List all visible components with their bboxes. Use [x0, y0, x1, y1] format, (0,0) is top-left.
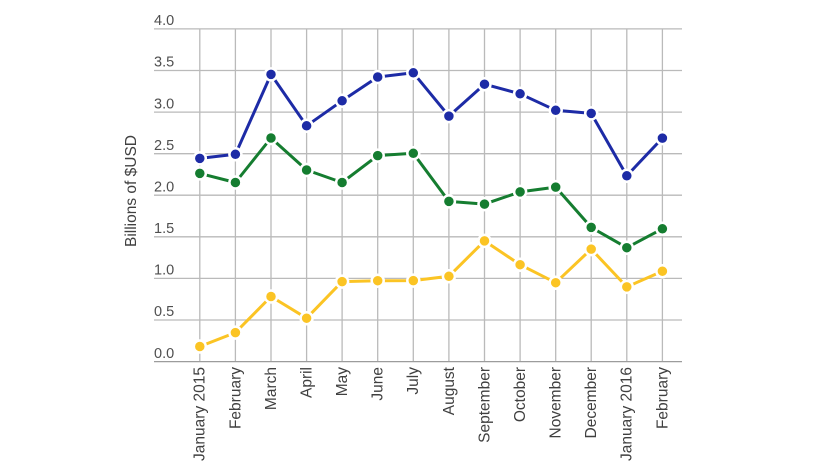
svg-text:February: February: [227, 367, 244, 429]
svg-text:January 2016: January 2016: [619, 367, 636, 461]
svg-text:2.0: 2.0: [154, 180, 174, 196]
svg-text:3.0: 3.0: [154, 96, 174, 112]
svg-text:2.5: 2.5: [154, 138, 174, 154]
svg-text:1.5: 1.5: [154, 221, 174, 237]
svg-text:December: December: [583, 367, 600, 439]
svg-text:4.0: 4.0: [154, 13, 174, 29]
svg-text:July: July: [405, 367, 422, 395]
svg-text:September: September: [476, 367, 493, 443]
svg-text:March: March: [263, 367, 280, 410]
svg-text:May: May: [334, 367, 351, 397]
svg-text:Billions of $USD: Billions of $USD: [123, 135, 140, 247]
svg-text:3.5: 3.5: [154, 55, 174, 71]
svg-text:1.0: 1.0: [154, 263, 174, 279]
svg-text:November: November: [548, 367, 565, 439]
svg-text:April: April: [299, 367, 316, 398]
svg-text:June: June: [370, 367, 387, 401]
svg-text:October: October: [512, 367, 529, 422]
svg-text:August: August: [441, 366, 458, 415]
svg-text:February: February: [654, 367, 671, 429]
svg-text:January 2015: January 2015: [192, 367, 209, 461]
svg-text:0.0: 0.0: [154, 346, 174, 362]
svg-text:0.5: 0.5: [154, 304, 174, 320]
